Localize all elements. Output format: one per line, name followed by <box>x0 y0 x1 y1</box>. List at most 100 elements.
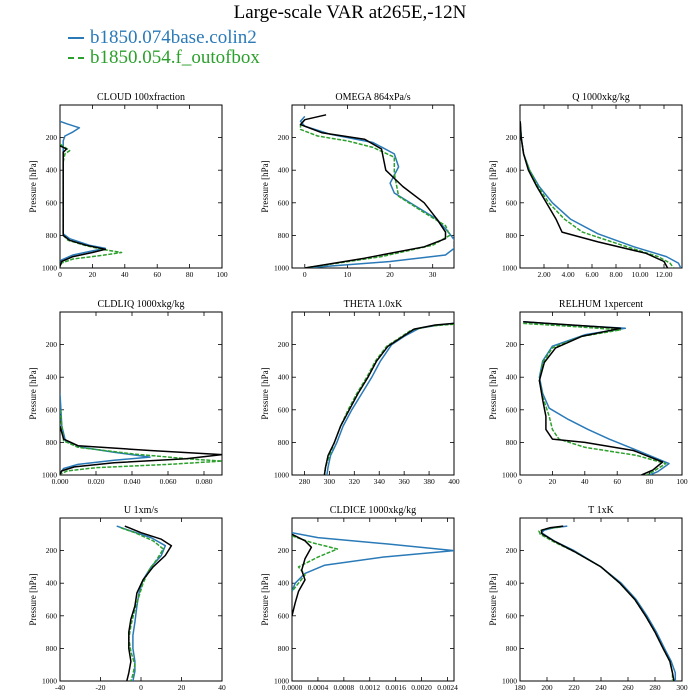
series-line <box>292 533 313 616</box>
x-tick-label: 20 <box>89 270 97 279</box>
x-tick-label: 0.060 <box>160 477 177 486</box>
panel-title: T 1xK <box>588 505 614 516</box>
x-tick-label: -40 <box>55 683 65 692</box>
x-tick-label: 40 <box>218 683 226 692</box>
panel-title: CLDLIQ 1000xkg/kg <box>98 299 185 310</box>
series-line <box>120 527 165 681</box>
series-line <box>124 525 173 681</box>
y-tick-label: 200 <box>278 340 290 349</box>
y-tick-label: 600 <box>46 611 58 620</box>
plot-frame <box>291 104 455 269</box>
plot-frame <box>59 104 223 269</box>
panel: CLOUD 100xfraction 0 20 40 60 80 100 200 400 600 8… <box>28 92 228 279</box>
x-tick-label: 300 <box>676 683 688 692</box>
series-line <box>326 322 454 475</box>
panel-title: RELHUM 1xpercent <box>559 299 643 310</box>
x-tick-label: 80 <box>186 270 194 279</box>
y-tick-label: 400 <box>46 579 58 588</box>
plot-frame <box>59 517 223 682</box>
y-tick-label: 200 <box>506 546 518 555</box>
x-tick-label: -20 <box>96 683 106 692</box>
panel: RELHUM 1xpercent 0 20 40 60 80 100 200 400 600 800… <box>488 299 688 486</box>
series-line <box>520 121 675 268</box>
series-line <box>520 121 669 268</box>
panel: CLDICE 1000xkg/kg 0.0000 0.0004 0.0008 0.001… <box>260 505 458 692</box>
figure-title: Large-scale VAR at265E,-12N <box>233 2 467 23</box>
x-tick-label: 0.0024 <box>437 683 458 692</box>
x-tick-label: 100 <box>216 270 228 279</box>
x-tick-label: 180 <box>514 683 526 692</box>
series-line <box>299 115 454 268</box>
x-tick-label: 60 <box>613 477 621 486</box>
x-tick-label: 0.0016 <box>385 683 406 692</box>
y-tick-label: 200 <box>46 546 58 555</box>
series-line <box>60 425 222 475</box>
x-tick-label: 0.0004 <box>308 683 329 692</box>
series-line <box>60 143 123 267</box>
x-tick-label: 20 <box>549 477 557 486</box>
y-tick-label: 600 <box>278 611 290 620</box>
x-tick-label: 80 <box>646 477 654 486</box>
series-line <box>523 321 670 475</box>
y-tick-label: 1000 <box>42 264 57 273</box>
y-tick-label: 1000 <box>274 677 289 686</box>
x-tick-label: 0 <box>303 270 307 279</box>
plot-frame <box>291 517 455 682</box>
y-axis-label: Pressure [hPa] <box>28 573 38 625</box>
x-tick-label: 0 <box>139 683 143 692</box>
x-tick-label: 220 <box>568 683 580 692</box>
y-axis-label: Pressure [hPa] <box>28 367 38 419</box>
plot-frame <box>519 311 683 476</box>
y-tick-label: 800 <box>506 644 518 653</box>
y-tick-label: 1000 <box>274 471 289 480</box>
y-tick-label: 200 <box>278 133 290 142</box>
y-tick-label: 800 <box>506 438 518 447</box>
series-line <box>323 322 454 475</box>
series-line <box>299 114 447 268</box>
panel-title: U 1xm/s <box>124 505 158 516</box>
panel-title: CLDICE 1000xkg/kg <box>330 505 416 516</box>
y-tick-label: 400 <box>46 373 58 382</box>
x-tick-label: 280 <box>299 477 311 486</box>
y-tick-label: 200 <box>506 133 518 142</box>
x-tick-label: 4.00 <box>561 270 574 279</box>
x-tick-label: 12.00 <box>656 270 673 279</box>
y-tick-label: 600 <box>46 405 58 414</box>
x-tick-label: 0.020 <box>88 477 105 486</box>
panel: THETA 1.0xK 280 300 320 340 360 380 400 200 400 60… <box>260 299 460 486</box>
x-tick-label: 20 <box>386 270 394 279</box>
x-tick-label: 300 <box>324 477 336 486</box>
x-tick-label: 0.080 <box>196 477 213 486</box>
y-axis-label: Pressure [hPa] <box>260 160 270 212</box>
y-tick-label: 600 <box>46 198 58 207</box>
series-line <box>540 525 675 681</box>
panel: Q 1000xkg/kg 2.00 4.00 6.00 8.00 10.00 12.00 20… <box>488 92 683 279</box>
y-tick-label: 400 <box>46 166 58 175</box>
panel: T 1xK 180 200 220 240 260 280 300 200 400 600 800 10… <box>488 505 688 692</box>
y-axis-label: Pressure [hPa] <box>488 573 498 625</box>
x-tick-label: 320 <box>349 477 361 486</box>
series-line <box>523 322 667 475</box>
y-tick-label: 400 <box>278 579 290 588</box>
panel-title: OMEGA 864xPa/s <box>335 92 410 103</box>
panel-title: CLOUD 100xfraction <box>97 92 185 103</box>
legend-entry: b1850.054.f_outofbox <box>68 48 260 68</box>
y-tick-label: 200 <box>46 133 58 142</box>
x-tick-label: 280 <box>649 683 661 692</box>
legend-label: b1850.054.f_outofbox <box>90 47 260 68</box>
y-tick-label: 200 <box>46 340 58 349</box>
plot-frame <box>519 104 683 269</box>
y-tick-label: 800 <box>278 231 290 240</box>
y-tick-label: 600 <box>278 198 290 207</box>
y-tick-label: 600 <box>506 198 518 207</box>
panel: U 1xm/s -40 -20 0 20 40 200 400 600 800 1000 Pressu… <box>28 505 226 692</box>
series-line <box>523 321 664 475</box>
y-tick-label: 1000 <box>274 264 289 273</box>
y-tick-label: 800 <box>46 644 58 653</box>
y-tick-label: 800 <box>46 438 58 447</box>
y-tick-label: 1000 <box>502 677 517 686</box>
y-tick-label: 600 <box>506 611 518 620</box>
x-tick-label: 0.0000 <box>282 683 303 692</box>
panel: OMEGA 864xPa/s 0 10 20 30 200 400 600 800 1000 Pre… <box>260 92 455 279</box>
x-tick-label: 200 <box>541 683 553 692</box>
